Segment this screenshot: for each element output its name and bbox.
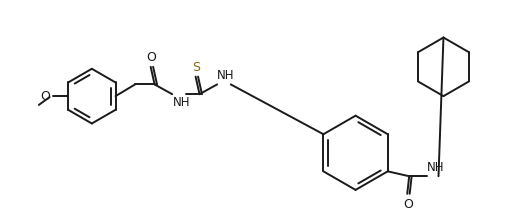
Text: NH: NH bbox=[217, 69, 234, 83]
Text: O: O bbox=[40, 90, 50, 103]
Text: NH: NH bbox=[173, 96, 190, 109]
Text: NH: NH bbox=[426, 161, 443, 174]
Text: O: O bbox=[402, 198, 413, 211]
Text: S: S bbox=[192, 61, 200, 74]
Text: O: O bbox=[146, 51, 156, 64]
